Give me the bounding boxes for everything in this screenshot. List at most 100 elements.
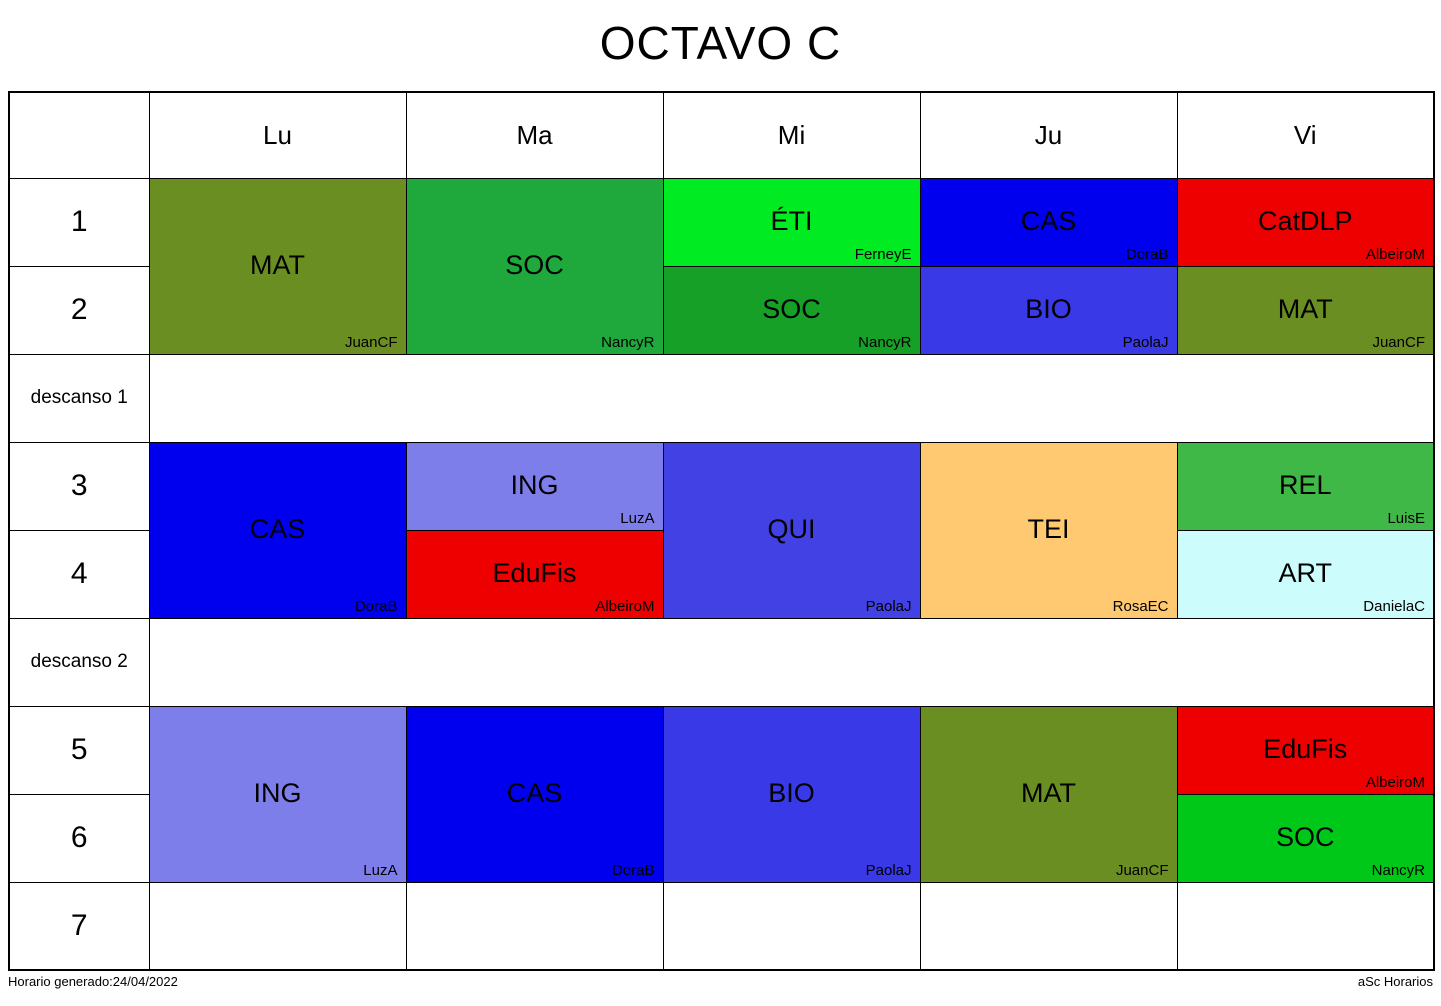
period-row-1: 1 MAT JuanCF SOC NancyR ÉTI FerneyE CAS … xyxy=(8,177,1435,355)
teacher-label: AlbeiroM xyxy=(595,597,655,615)
empty-cell-mi-p7 xyxy=(662,881,921,971)
subject-label: ING xyxy=(253,778,302,809)
subject-label: ING xyxy=(510,470,559,501)
teacher-label: NancyR xyxy=(1371,861,1425,879)
period-label-7: 7 xyxy=(8,881,150,971)
cell-ju-p1: CAS DoraB xyxy=(919,177,1178,267)
teacher-label: JuanCF xyxy=(1115,861,1169,879)
period-label-2: 2 xyxy=(8,265,150,355)
period-label-1: 1 xyxy=(8,177,150,267)
day-header-mi: Mi xyxy=(662,91,921,179)
cell-ju-p2: BIO PaolaJ xyxy=(919,265,1178,355)
subject-label: EduFis xyxy=(492,558,577,589)
break-1-empty-area xyxy=(148,353,1435,443)
cell-lu-p3-p4: CAS DoraB xyxy=(148,441,407,619)
cell-ju-p3-p4: TEI RosaEC xyxy=(919,441,1178,619)
cell-mi-p3-p4: QUI PaolaJ xyxy=(662,441,921,619)
subject-label: ART xyxy=(1278,558,1332,589)
empty-cell-ma-p7 xyxy=(405,881,664,971)
teacher-label: DoraB xyxy=(1125,245,1169,263)
cell-ma-p5-p6: CAS DoraB xyxy=(405,705,664,883)
teacher-label: RosaEC xyxy=(1112,597,1169,615)
cell-vi-p5: EduFis AlbeiroM xyxy=(1176,705,1435,795)
day-header-lu: Lu xyxy=(148,91,407,179)
day-header-ma: Ma xyxy=(405,91,664,179)
period-row-6: 6 SOC NancyR xyxy=(8,793,1435,883)
subject-label: MAT xyxy=(1021,778,1076,809)
teacher-label: AlbeiroM xyxy=(1365,245,1425,263)
period-label-3: 3 xyxy=(8,441,150,531)
subject-label: CAS xyxy=(1020,206,1077,237)
period-row-2: 2 SOC NancyR BIO PaolaJ MAT JuanCF xyxy=(8,265,1435,355)
teacher-label: LuzA xyxy=(620,509,655,527)
subject-label: ÉTI xyxy=(770,206,813,237)
cell-ju-p5-p6: MAT JuanCF xyxy=(919,705,1178,883)
cell-ma-p1-p2: SOC NancyR xyxy=(405,177,664,355)
empty-cell-ju-p7 xyxy=(919,881,1178,971)
period-row-5: 5 ING LuzA CAS DoraB BIO PaolaJ MAT Juan… xyxy=(8,705,1435,883)
teacher-label: NancyR xyxy=(858,333,912,351)
subject-label: CAS xyxy=(249,514,306,545)
empty-cell-vi-p7 xyxy=(1176,881,1435,971)
generated-date-text: Horario generado:24/04/2022 xyxy=(8,974,178,990)
day-header-ju: Ju xyxy=(919,91,1178,179)
teacher-label: PaolaJ xyxy=(865,597,912,615)
teacher-label: PaolaJ xyxy=(1122,333,1169,351)
teacher-label: LuisE xyxy=(1387,509,1425,527)
subject-label: TEI xyxy=(1027,514,1070,545)
break-2-empty-area xyxy=(148,617,1435,707)
page-title: OCTAVO C xyxy=(599,17,842,69)
subject-label: EduFis xyxy=(1263,734,1348,765)
cell-vi-p1: CatDLP AlbeiroM xyxy=(1176,177,1435,267)
break-row-2: descanso 2 xyxy=(8,617,1435,707)
day-header-vi: Vi xyxy=(1176,91,1435,179)
teacher-label: JuanCF xyxy=(1372,333,1425,351)
teacher-label: DoraB xyxy=(354,597,398,615)
subject-label: BIO xyxy=(768,778,815,809)
subject-label: MAT xyxy=(1277,294,1333,325)
empty-cell-lu-p7 xyxy=(148,881,407,971)
period-label-4: 4 xyxy=(8,529,150,619)
corner-cell xyxy=(8,91,150,179)
subject-label: BIO xyxy=(1025,294,1072,325)
subject-label: REL xyxy=(1278,470,1332,501)
cell-mi-p5-p6: BIO PaolaJ xyxy=(662,705,921,883)
subject-label: MAT xyxy=(250,250,305,281)
timetable: Lu Ma Mi Ju Vi 1 MAT JuanCF SOC NancyR É… xyxy=(8,91,1435,972)
cell-mi-p2: SOC NancyR xyxy=(662,265,921,355)
teacher-label: NancyR xyxy=(601,333,655,351)
teacher-label: FerneyE xyxy=(854,245,912,263)
app-credit-text: aSc Horarios xyxy=(1357,974,1433,990)
cell-ma-p3: ING LuzA xyxy=(405,441,664,531)
cell-vi-p3: REL LuisE xyxy=(1176,441,1435,531)
subject-label: CAS xyxy=(506,778,563,809)
cell-lu-p5-p6: ING LuzA xyxy=(148,705,407,883)
subject-label: SOC xyxy=(505,250,564,281)
break-row-1: descanso 1 xyxy=(8,353,1435,443)
subject-label: QUI xyxy=(767,514,816,545)
subject-label: SOC xyxy=(1275,822,1335,853)
cell-vi-p6: SOC NancyR xyxy=(1176,793,1435,883)
period-row-4: 4 EduFis AlbeiroM ART DanielaC xyxy=(8,529,1435,619)
footer: Horario generado:24/04/2022 aSc Horarios xyxy=(8,971,1433,989)
period-row-3: 3 CAS DoraB ING LuzA QUI PaolaJ TEI Rosa… xyxy=(8,441,1435,619)
teacher-label: PaolaJ xyxy=(865,861,912,879)
period-label-5: 5 xyxy=(8,705,150,795)
period-row-7: 7 xyxy=(8,881,1435,971)
cell-vi-p4: ART DanielaC xyxy=(1176,529,1435,619)
header-row: Lu Ma Mi Ju Vi xyxy=(8,91,1435,179)
teacher-label: AlbeiroM xyxy=(1365,773,1425,791)
teacher-label: DoraB xyxy=(611,861,655,879)
subject-label: CatDLP xyxy=(1257,206,1353,237)
cell-mi-p1: ÉTI FerneyE xyxy=(662,177,921,267)
cell-lu-p1-p2: MAT JuanCF xyxy=(148,177,407,355)
teacher-label: DanielaC xyxy=(1363,597,1425,615)
period-label-descanso-1: descanso 1 xyxy=(8,353,150,443)
cell-ma-p4: EduFis AlbeiroM xyxy=(405,529,664,619)
period-label-6: 6 xyxy=(8,793,150,883)
cell-vi-p2: MAT JuanCF xyxy=(1176,265,1435,355)
subject-label: SOC xyxy=(762,294,821,325)
teacher-label: LuzA xyxy=(363,861,398,879)
teacher-label: JuanCF xyxy=(344,333,398,351)
